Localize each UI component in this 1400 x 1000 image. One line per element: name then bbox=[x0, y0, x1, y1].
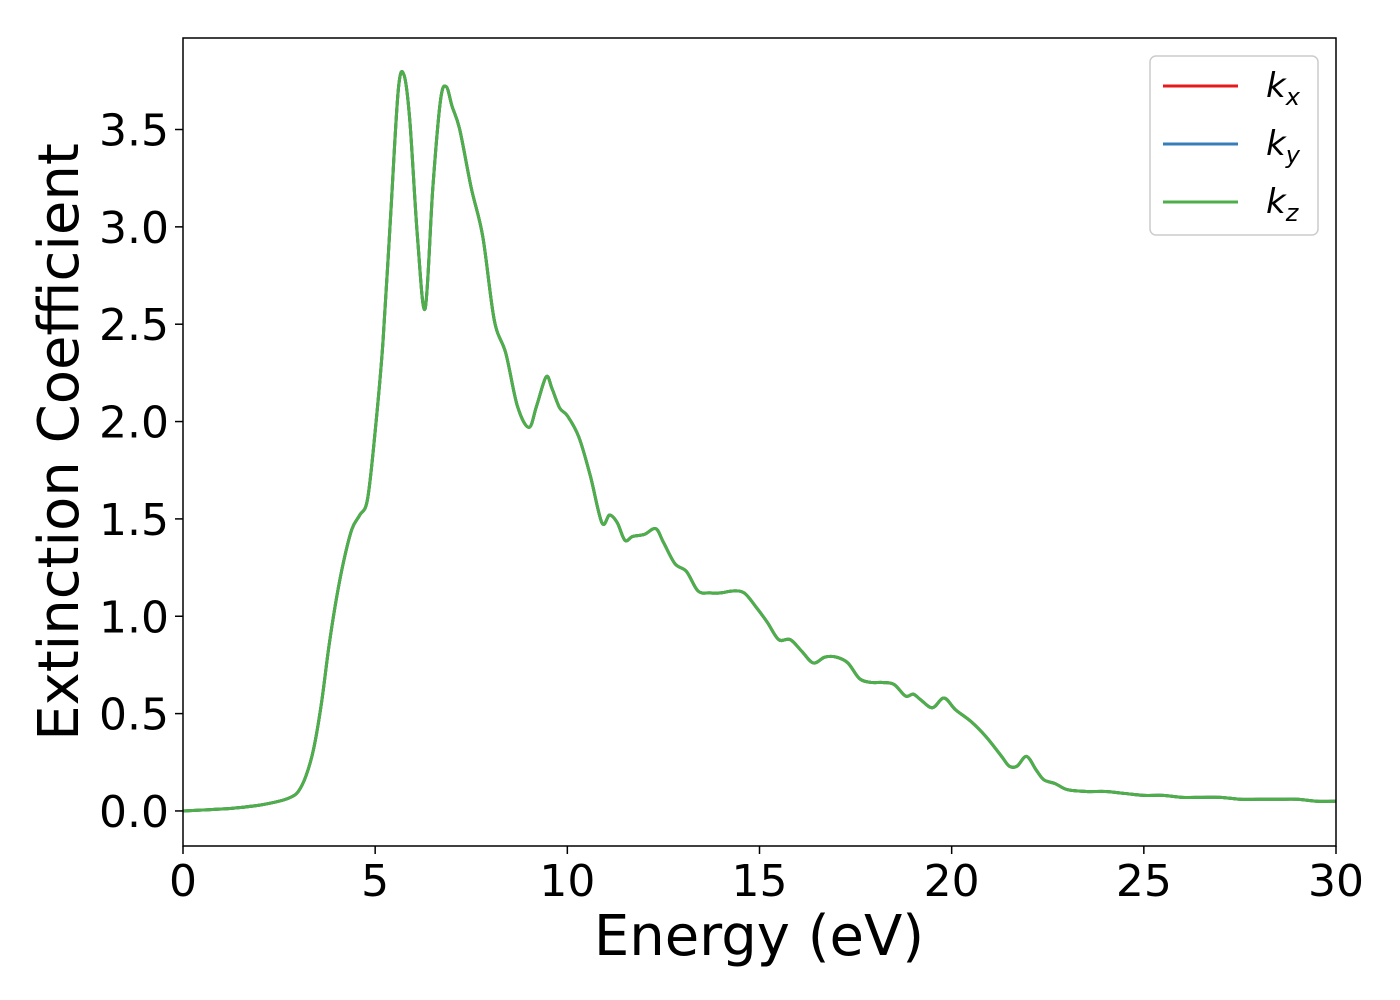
y-tick-label: 1.0 bbox=[99, 592, 169, 643]
y-tick-label: 0.0 bbox=[99, 787, 169, 838]
legend-label-kz: kz bbox=[1266, 182, 1300, 227]
x-tick-label: 0 bbox=[169, 856, 197, 907]
y-tick-label: 2.0 bbox=[99, 398, 169, 449]
series-line-kz bbox=[182, 70, 1337, 813]
x-tick-label: 10 bbox=[539, 856, 595, 907]
x-axis-label: Energy (eV) bbox=[594, 904, 924, 969]
y-tick-label: 2.5 bbox=[99, 300, 169, 351]
x-tick-label: 5 bbox=[361, 856, 389, 907]
legend-label-kx: kx bbox=[1266, 66, 1301, 111]
legend-label-ky: ky bbox=[1266, 124, 1301, 169]
legend: kx ky kz bbox=[1149, 55, 1319, 236]
x-tick-label: 25 bbox=[1116, 856, 1172, 907]
y-tick-label: 3.5 bbox=[99, 106, 169, 157]
axes-layer: 0 5 10 15 20 25 30 0.0 0.5 1.0 1.5 2.0 2.5 3.0 3.5 bbox=[99, 37, 1364, 907]
x-tick-label: 30 bbox=[1308, 856, 1364, 907]
y-tick-label: 0.5 bbox=[99, 690, 169, 741]
y-tick-label: 3.0 bbox=[99, 203, 169, 254]
series-layer bbox=[182, 70, 1337, 813]
y-axis-label: Extinction Coefficient bbox=[27, 143, 92, 741]
x-tick-label: 20 bbox=[924, 856, 980, 907]
x-tick-label: 15 bbox=[732, 856, 788, 907]
y-tick-label: 1.5 bbox=[99, 495, 169, 546]
